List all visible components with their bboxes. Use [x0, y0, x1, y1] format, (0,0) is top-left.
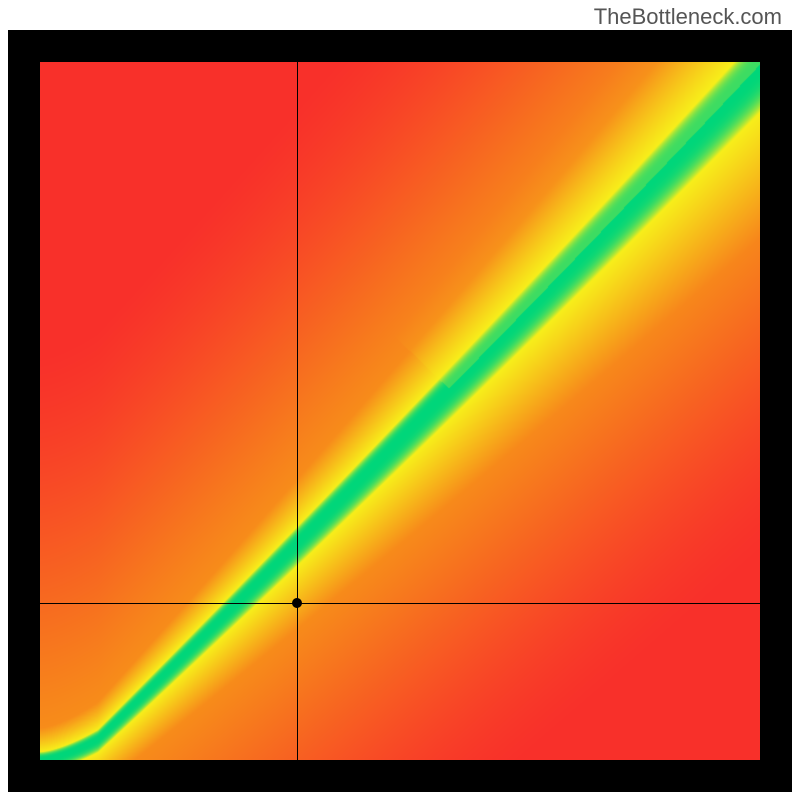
- crosshair-marker: [292, 598, 302, 608]
- frame-right: [760, 30, 792, 792]
- watermark-text: TheBottleneck.com: [594, 4, 782, 30]
- heatmap-plot: [40, 62, 760, 760]
- frame-bottom: [8, 760, 792, 792]
- crosshair-vertical: [297, 62, 298, 760]
- frame-left: [8, 30, 40, 792]
- chart-container: TheBottleneck.com: [0, 0, 800, 800]
- crosshair-horizontal: [40, 603, 760, 604]
- frame-top: [8, 30, 792, 62]
- heatmap-canvas: [40, 62, 760, 760]
